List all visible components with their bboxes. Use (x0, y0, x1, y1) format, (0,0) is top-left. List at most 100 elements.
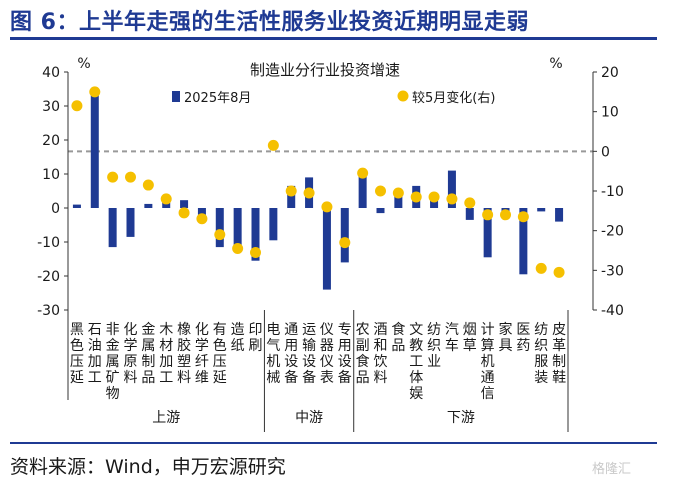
legend-bar-label: 2025年8月 (184, 91, 251, 106)
dot-19 (410, 191, 422, 203)
category-label-17: 酒和饮料 (374, 322, 388, 386)
left-tick-label: 0 (51, 201, 60, 217)
dot-15 (339, 237, 351, 249)
dot-2 (107, 171, 119, 183)
category-label-11: 电气机械 (266, 322, 280, 386)
right-tick-label: -30 (601, 263, 624, 279)
bar-21 (447, 170, 456, 208)
bar-14 (322, 208, 331, 290)
category-label-25: 医药 (516, 322, 530, 354)
bar-17 (376, 208, 385, 214)
bar-25 (519, 208, 528, 275)
dot-13 (303, 187, 315, 199)
left-tick-label: -30 (37, 303, 60, 319)
category-label-21: 汽车 (445, 322, 459, 354)
bar-6 (180, 200, 189, 208)
category-label-19: 文教工体娱 (409, 322, 423, 402)
bar-26 (537, 208, 546, 212)
dot-8 (214, 229, 226, 241)
watermark: 格隆汇 (592, 462, 632, 477)
bar-7 (197, 208, 206, 215)
source-note: 资料来源：Wind，申万宏源研究 (10, 456, 286, 478)
bar-23 (483, 208, 492, 258)
category-label-9: 造纸 (231, 322, 245, 354)
dot-16 (357, 167, 369, 179)
bar-8 (215, 208, 224, 248)
bar-22 (465, 208, 474, 220)
right-axis-unit: % (549, 56, 562, 72)
bar-18 (394, 194, 403, 208)
left-tick-label: -20 (37, 269, 60, 285)
left-tick-label: 20 (42, 133, 60, 149)
category-label-15: 专用设备 (338, 322, 352, 386)
right-tick-label: -20 (601, 224, 624, 240)
dot-21 (446, 193, 458, 205)
dot-26 (535, 262, 547, 274)
left-axis-unit: % (77, 56, 90, 72)
dot-17 (375, 185, 386, 197)
category-label-0: 黑色压延 (70, 322, 84, 386)
category-label-16: 农副食品 (356, 322, 370, 386)
category-label-2: 非金属矿物 (106, 322, 120, 402)
category-label-4: 金属制品 (141, 322, 155, 386)
category-label-24: 家具 (499, 321, 513, 354)
group-label-0: 上游 (152, 410, 180, 426)
group-label-2: 下游 (447, 410, 475, 426)
bar-12 (287, 185, 296, 208)
category-label-14: 仪器仪表 (320, 322, 334, 386)
bar-0 (72, 204, 81, 208)
bar-11 (269, 208, 278, 241)
dot-12 (285, 185, 297, 197)
category-label-22: 烟草 (463, 322, 477, 354)
dot-18 (392, 187, 404, 199)
dot-11 (267, 139, 279, 151)
legend-dot-swatch (397, 90, 409, 102)
category-label-12: 通用设备 (284, 322, 298, 386)
dot-3 (125, 171, 136, 183)
dot-6 (178, 207, 190, 219)
footer-rule (10, 442, 657, 444)
left-tick-label: 40 (42, 65, 60, 81)
chart: 制造业分行业投资增速 % % 40 30 20 10 0 -10 -20 -30 20 10 0 -1… (37, 56, 624, 432)
left-tick-label: 10 (42, 167, 60, 183)
dot-4 (142, 179, 154, 191)
bar-2 (108, 208, 117, 248)
bar-3 (126, 208, 135, 237)
bar-9 (233, 208, 242, 246)
dot-20 (428, 191, 440, 203)
category-label-27: 皮革制鞋 (552, 322, 566, 386)
bar-16 (358, 170, 367, 208)
right-tick-label: 0 (601, 144, 610, 160)
category-label-26: 纺织服装 (534, 322, 548, 386)
dot-10 (250, 246, 261, 258)
dot-25 (517, 211, 529, 223)
left-tick-label: 30 (42, 99, 60, 115)
dot-0 (71, 100, 83, 112)
category-label-8: 有色压延 (213, 322, 227, 386)
dot-1 (89, 86, 101, 98)
category-label-20: 纺织业 (427, 322, 441, 370)
bar-1 (90, 89, 99, 208)
bar-10 (251, 208, 260, 261)
category-label-23: 计算机通信 (481, 322, 495, 402)
category-label-3: 化学原料 (124, 322, 138, 386)
category-label-10: 印刷 (249, 322, 263, 354)
title-rule (10, 37, 657, 40)
left-tick-label: -10 (37, 235, 60, 251)
right-tick-label: -10 (601, 184, 624, 200)
dot-23 (482, 209, 494, 221)
category-label-13: 运输设备 (302, 322, 316, 386)
dot-5 (160, 193, 172, 205)
legend-bar-swatch (172, 91, 180, 102)
chart-title: 制造业分行业投资增速 (250, 61, 400, 79)
category-label-18: 食品 (391, 321, 405, 354)
group-label-1: 中游 (295, 410, 323, 426)
legend-dot-label: 较5月变化(右) (412, 90, 495, 106)
category-label-1: 石油加工 (88, 322, 102, 386)
right-tick-label: 20 (601, 65, 619, 81)
category-label-6: 橡胶塑料 (177, 322, 191, 386)
figure-title: 图 6：上半年走强的生活性服务业投资近期明显走弱 (10, 10, 529, 35)
dot-14 (321, 201, 333, 213)
category-label-5: 木材加工 (159, 322, 173, 386)
bar-15 (340, 208, 349, 263)
